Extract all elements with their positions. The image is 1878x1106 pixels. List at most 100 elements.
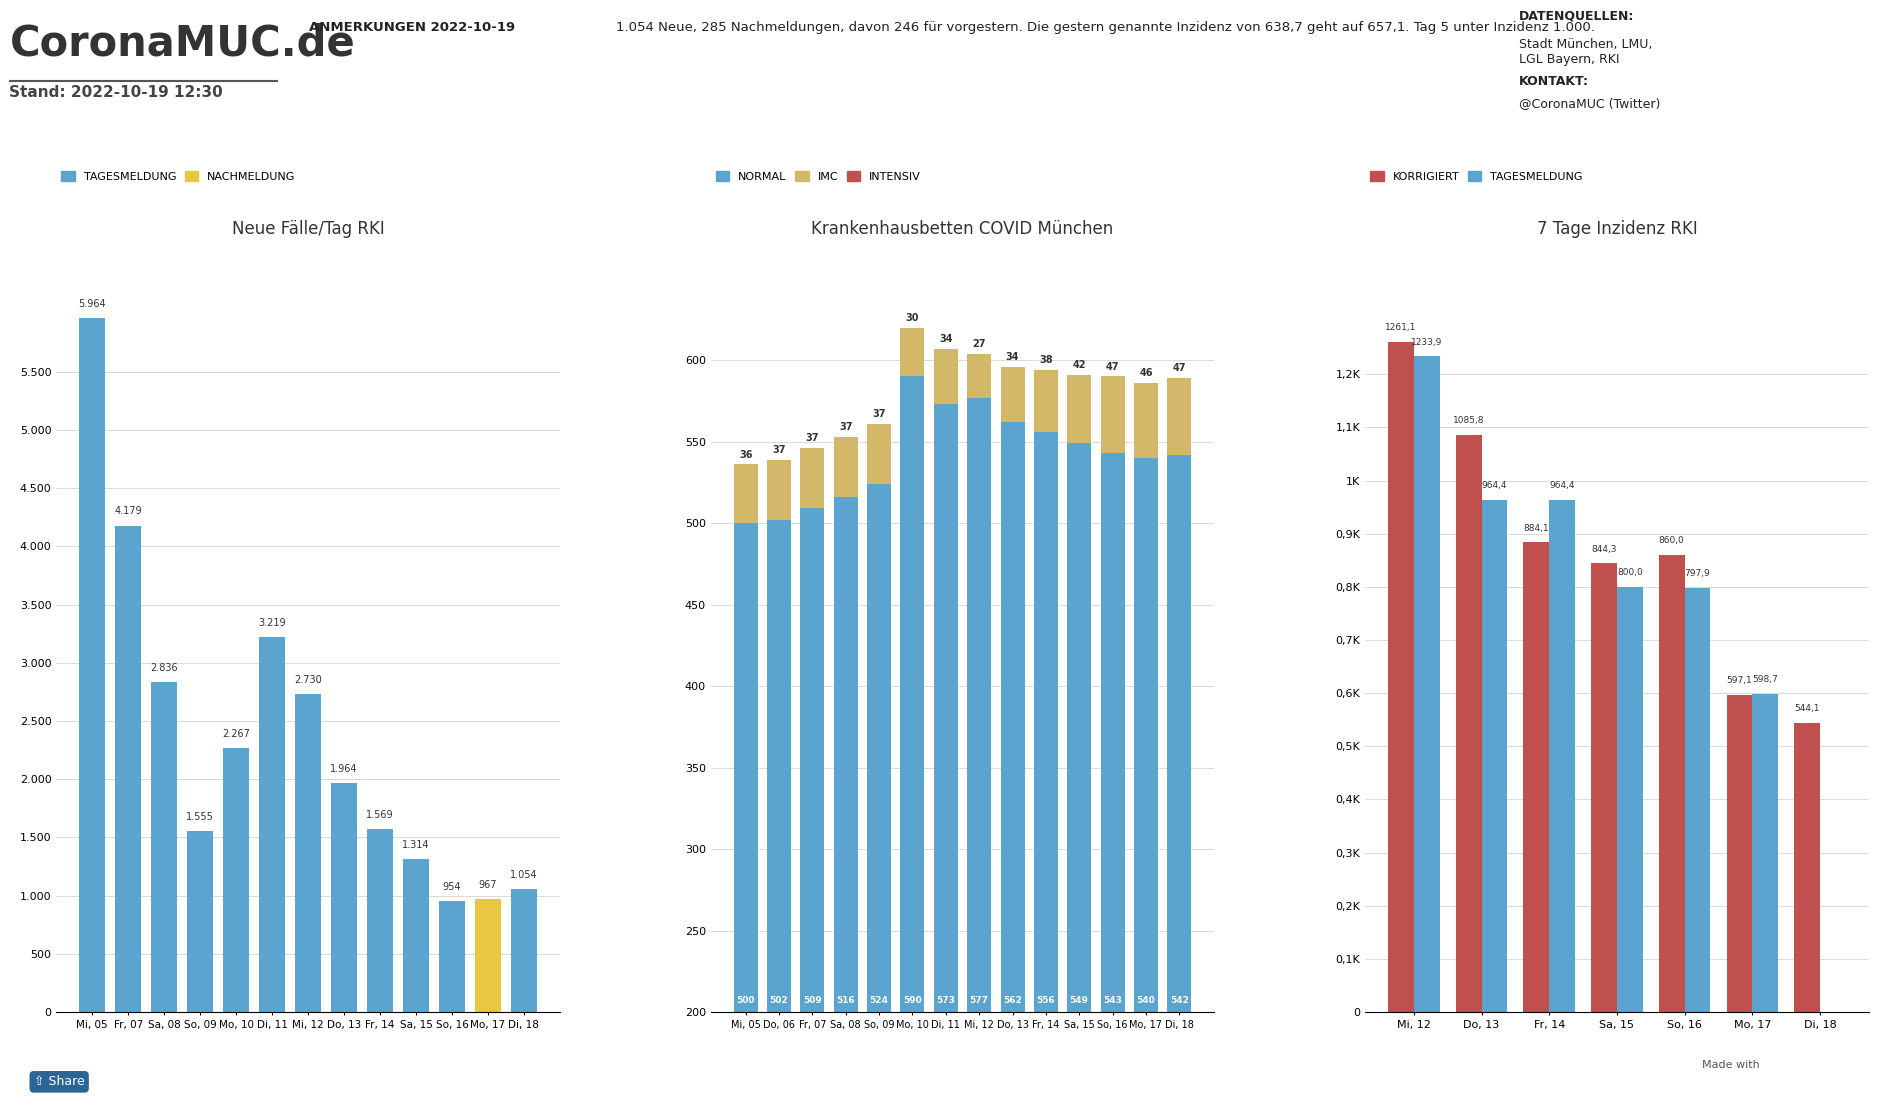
Bar	[800, 509, 824, 1012]
Text: 1085,8: 1085,8	[1454, 417, 1484, 426]
Text: 967: 967	[479, 880, 498, 890]
Title: Krankenhausbetten COVID München: Krankenhausbetten COVID München	[811, 220, 1114, 238]
Text: Stadt München, LMU,
LGL Bayern, RKI: Stadt München, LMU, LGL Bayern, RKI	[1519, 38, 1653, 66]
Text: 36: 36	[738, 449, 753, 460]
Bar	[734, 523, 757, 1012]
Text: 509: 509	[804, 997, 823, 1005]
Text: 542: 542	[967, 165, 1042, 199]
Bar	[834, 437, 858, 497]
Bar	[1067, 444, 1091, 1012]
Bar	[1414, 356, 1440, 1012]
Text: 34: 34	[1007, 352, 1020, 362]
Bar	[1455, 435, 1482, 1012]
Bar	[115, 525, 141, 1012]
Text: 524: 524	[870, 997, 888, 1005]
Text: 42: 42	[1072, 359, 1085, 371]
Text: 27: 27	[973, 338, 986, 348]
Text: 540: 540	[1136, 997, 1155, 1005]
Text: 46: 46	[1140, 368, 1153, 378]
Text: 1.314: 1.314	[402, 839, 430, 849]
Text: 1.054 Neue, 285 Nachmeldungen, davon 246 für vorgestern. Die gestern genannte In: 1.054 Neue, 285 Nachmeldungen, davon 246…	[616, 21, 1594, 34]
Text: Genesene: 659.276: Genesene: 659.276	[732, 241, 841, 251]
Text: 37: 37	[772, 445, 785, 455]
Text: 954: 954	[443, 881, 462, 891]
Text: 556: 556	[1037, 997, 1055, 1005]
Text: KRANKENHAUSBETTEN COVID: KRANKENHAUSBETTEN COVID	[1005, 128, 1191, 138]
Text: 0,70: 0,70	[1363, 165, 1452, 199]
Text: 577: 577	[969, 997, 988, 1005]
Text: IMC: IMC	[1087, 241, 1108, 251]
Text: 544,1: 544,1	[1793, 705, 1820, 713]
Text: * Genesene:  7 Tages Durchschnitt der Summe RKI vor 10 Tagen |: * Genesene: 7 Tages Durchschnitt der Sum…	[432, 1044, 939, 1061]
Bar	[933, 404, 958, 1012]
Legend: TAGESMELDUNG, NACHMELDUNG: TAGESMELDUNG, NACHMELDUNG	[56, 167, 300, 186]
Bar	[1001, 422, 1025, 1012]
Bar	[967, 354, 992, 398]
Text: 549: 549	[1070, 997, 1089, 1005]
Bar	[259, 637, 285, 1012]
Bar	[439, 901, 466, 1012]
Text: 590: 590	[903, 997, 922, 1005]
Bar	[1001, 367, 1025, 422]
Bar	[1388, 342, 1414, 1012]
Bar	[150, 682, 177, 1012]
Text: Made with: Made with	[1701, 1061, 1760, 1071]
Bar	[404, 859, 428, 1012]
Bar	[1685, 588, 1711, 1012]
Bar	[967, 398, 992, 1012]
Legend: KORRIGIERT, TAGESMELDUNG: KORRIGIERT, TAGESMELDUNG	[1365, 167, 1587, 186]
Text: INZIDENZ RKI: INZIDENZ RKI	[1677, 128, 1762, 138]
Text: 37: 37	[873, 409, 886, 419]
Text: 47: 47	[1172, 363, 1187, 373]
Text: 2.267: 2.267	[222, 729, 250, 739]
Text: +9: +9	[447, 165, 503, 199]
Text: Gesamt: 684.761: Gesamt: 684.761	[116, 241, 212, 251]
Bar	[900, 327, 924, 376]
Text: 2.730: 2.730	[295, 675, 321, 685]
Text: 47: 47	[1166, 165, 1215, 199]
Bar	[1134, 383, 1159, 458]
Text: 573: 573	[937, 997, 956, 1005]
Bar	[1591, 563, 1617, 1012]
Bar	[766, 460, 791, 520]
Text: CoronaMUC.de: CoronaMUC.de	[9, 22, 355, 64]
Bar	[868, 424, 890, 484]
Text: Infogram: Infogram	[1778, 1062, 1842, 1075]
Text: TODESFÄLLE: TODESFÄLLE	[436, 128, 515, 138]
Text: ANMERKUNGEN 2022-10-19: ANMERKUNGEN 2022-10-19	[310, 21, 520, 34]
Text: BESTÄTIGTE FÄLLE: BESTÄTIGTE FÄLLE	[107, 128, 222, 138]
Text: 34: 34	[939, 334, 952, 344]
Bar	[1067, 375, 1091, 444]
Bar	[1101, 376, 1125, 453]
Text: 964,4: 964,4	[1549, 481, 1576, 490]
Text: 1.569: 1.569	[366, 810, 394, 820]
Bar	[331, 783, 357, 1012]
Bar	[511, 889, 537, 1012]
Text: 797,9: 797,9	[1685, 570, 1711, 578]
Text: REPRODUKTIONSWERT: REPRODUKTIONSWERT	[1337, 128, 1480, 138]
Bar	[1549, 500, 1576, 1012]
Bar	[188, 831, 212, 1012]
Bar	[223, 748, 250, 1012]
Bar	[1134, 458, 1159, 1012]
Text: 1.054: 1.054	[511, 870, 537, 880]
Text: 844,3: 844,3	[1591, 545, 1617, 554]
Text: 4.179: 4.179	[115, 507, 143, 517]
Bar	[79, 317, 105, 1012]
Text: 30: 30	[905, 313, 918, 323]
Text: 1.555: 1.555	[186, 812, 214, 822]
Text: 516: 516	[836, 997, 854, 1005]
Text: DATENQUELLEN:: DATENQUELLEN:	[1519, 10, 1634, 23]
Text: 3.219: 3.219	[259, 618, 285, 628]
Text: NORMAL: NORMAL	[980, 241, 1027, 251]
Text: Stand: 2022-10-19 12:30: Stand: 2022-10-19 12:30	[9, 85, 223, 101]
Bar	[766, 520, 791, 1012]
Text: Quelle: CoronaMUC
LMU: 0,67 2022-10-18: Quelle: CoronaMUC LMU: 0,67 2022-10-18	[1347, 234, 1470, 258]
Text: 598,7: 598,7	[1752, 676, 1778, 685]
Text: 37: 37	[806, 434, 819, 444]
Text: 1233,9: 1233,9	[1410, 337, 1442, 347]
Text: 800,0: 800,0	[1617, 568, 1643, 577]
Bar	[1168, 378, 1191, 455]
Title: Neue Fälle/Tag RKI: Neue Fälle/Tag RKI	[231, 220, 385, 238]
Text: 562: 562	[1003, 997, 1022, 1005]
